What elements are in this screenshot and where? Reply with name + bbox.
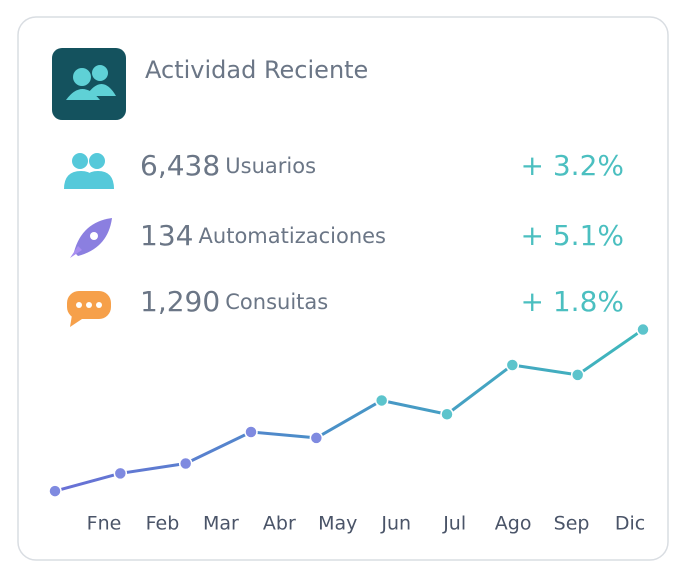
point — [636, 322, 650, 337]
stat-line: 6,438 Usuarios — [140, 149, 316, 182]
stat-value: 1,290 — [140, 285, 220, 318]
stat-line: 134 Automatizaciones — [140, 219, 386, 252]
point — [178, 456, 193, 471]
x-tick-label: Dic — [615, 513, 645, 535]
x-tick-label: Sep — [554, 513, 590, 535]
stat-value: 6,438 — [140, 149, 220, 182]
point — [440, 407, 454, 422]
x-tick-label: Abr — [263, 513, 296, 535]
point — [244, 425, 258, 439]
stat-change: + 5.1% — [521, 219, 625, 252]
stat-label: Automatizaciones — [199, 224, 386, 248]
chat-icon — [67, 291, 111, 327]
x-tick-label: Fne — [87, 513, 122, 535]
x-tick-label: Ago — [495, 513, 532, 535]
line — [54, 328, 644, 493]
x-tick-label: Jun — [380, 513, 411, 535]
stat-change: + 1.8% — [521, 285, 625, 318]
point — [113, 466, 128, 481]
point — [505, 358, 520, 372]
point — [309, 431, 324, 445]
stat-change: + 3.2% — [521, 149, 625, 182]
users-icon — [64, 153, 114, 189]
stat-label: Consuitas — [225, 290, 328, 314]
rocket-icon — [70, 218, 112, 258]
stat-line: 1,290 Consuitas — [140, 285, 328, 318]
stat-value: 134 — [140, 219, 193, 252]
title: Actividad Reciente — [145, 56, 368, 84]
header-icon — [52, 48, 126, 120]
stat-label: Usuarios — [225, 154, 316, 178]
x-tick-label: Feb — [146, 513, 180, 535]
x-tick-label: Jul — [442, 513, 466, 535]
point — [570, 368, 585, 382]
x-tick-label: Mar — [203, 513, 239, 535]
card-frame — [17, 16, 669, 561]
x-tick-label: May — [318, 513, 357, 535]
point — [374, 393, 389, 408]
point — [48, 484, 62, 498]
